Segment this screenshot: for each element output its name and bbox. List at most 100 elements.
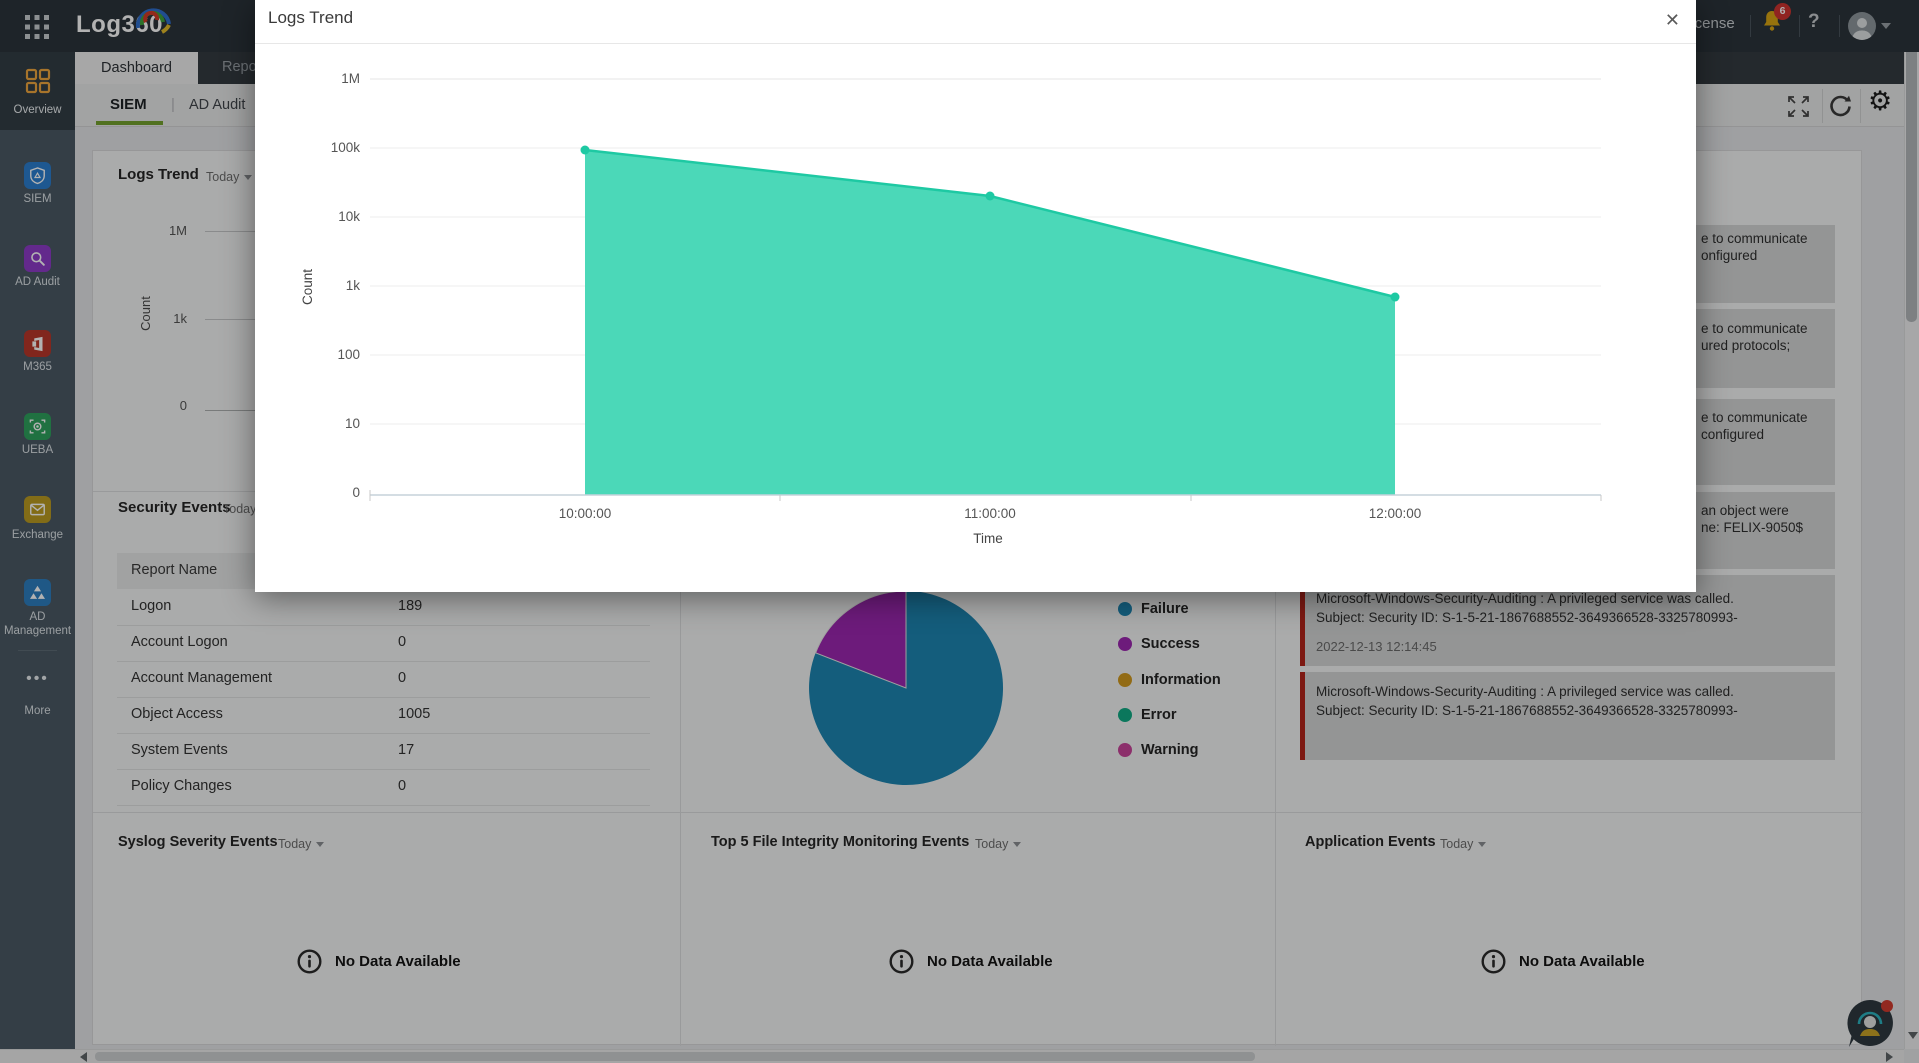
data-point[interactable] — [985, 191, 995, 201]
table-cell-name[interactable]: Policy Changes — [131, 778, 232, 794]
sidebar-item-siem[interactable] — [24, 162, 51, 189]
sidebar-item-label: AD Audit — [15, 276, 60, 288]
envelope-icon — [30, 503, 45, 516]
data-point[interactable] — [580, 145, 590, 155]
legend-dot — [1118, 743, 1132, 757]
row-separator — [117, 661, 650, 662]
tab-dashboard[interactable]: Dashboard — [75, 52, 198, 84]
row-separator — [117, 625, 650, 626]
mini-y-tick: 1k — [173, 311, 187, 326]
table-cell-name[interactable]: Logon — [131, 598, 172, 614]
m365-icon — [31, 336, 42, 351]
y-tick-label: 10 — [345, 416, 360, 431]
scroll-right-arrow-icon[interactable] — [1886, 1052, 1893, 1062]
sidebar-item-exchange[interactable] — [24, 496, 51, 523]
magnifier-icon — [31, 252, 45, 266]
application-events-range-dropdown[interactable]: Today — [1440, 837, 1487, 851]
sidebar-item-ueba[interactable] — [24, 413, 51, 440]
range-value: Today — [975, 837, 1009, 851]
legend-item-error[interactable]: Error — [1141, 707, 1177, 723]
active-subtab-underline — [96, 121, 163, 125]
modal-title: Logs Trend — [268, 8, 354, 27]
legend-item-failure[interactable]: Failure — [1141, 601, 1189, 617]
chevron-down-icon — [1478, 842, 1487, 847]
alert-message-line: Subject: Security ID: S-1-5-21-186768855… — [1316, 610, 1738, 625]
close-icon[interactable]: ✕ — [1664, 10, 1680, 30]
data-point[interactable] — [1390, 292, 1400, 302]
notification-badge: 6 — [1774, 3, 1791, 20]
subtab-siem[interactable]: SIEM — [110, 96, 147, 113]
info-icon — [297, 949, 322, 974]
x-axis-title: Time — [973, 531, 1003, 546]
alert-text-fragment: an object were — [1701, 503, 1789, 518]
info-icon — [1481, 949, 1506, 974]
y-tick-label: 0 — [352, 485, 360, 500]
sidebar-item-ad-audit[interactable] — [24, 245, 51, 272]
settings-gear-icon[interactable]: ⚙ — [1868, 86, 1893, 117]
scrollbar-corner — [1904, 1049, 1919, 1063]
mini-gridline — [205, 319, 257, 320]
alert-text-fragment: ured protocols; — [1701, 338, 1791, 353]
legend-dot — [1118, 708, 1132, 722]
table-cell-name[interactable]: Account Management — [131, 670, 273, 686]
sidebar-item-m365[interactable] — [24, 330, 51, 357]
sidebar-item-overview[interactable]: Overview — [0, 52, 75, 130]
security-events-panel-title: Security Events — [118, 499, 231, 516]
row-separator — [117, 769, 650, 770]
user-avatar[interactable] — [1847, 11, 1877, 41]
no-data-message: No Data Available — [927, 953, 1053, 970]
table-cell-name[interactable]: Account Logon — [131, 634, 228, 650]
help-icon[interactable]: ? — [1808, 11, 1820, 32]
horizontal-scrollbar-thumb[interactable] — [95, 1051, 1255, 1061]
alert-card[interactable]: Microsoft-Windows-Security-Auditing : A … — [1300, 672, 1835, 760]
area-series — [585, 150, 1395, 495]
refresh-icon[interactable] — [1828, 94, 1853, 119]
table-cell-name[interactable]: System Events — [131, 742, 228, 758]
sidebar-item-label: M365 — [23, 361, 52, 373]
sidebar: Overview SIEM AD Audit M365 — [0, 52, 75, 1049]
subtab-ad-audit[interactable]: AD Audit — [189, 97, 246, 113]
more-ellipsis-icon[interactable]: ••• — [26, 670, 49, 687]
subtab-separator: | — [171, 96, 175, 113]
avatar-dropdown-caret-icon[interactable] — [1881, 23, 1891, 29]
y-tick-label: 10k — [338, 209, 360, 224]
alert-text-fragment: ne: FELIX-9050$ — [1701, 520, 1804, 535]
mini-gridline — [205, 231, 257, 232]
sidebar-item-label: Overview — [13, 104, 62, 116]
logs-trend-range-dropdown[interactable]: Today — [206, 170, 253, 184]
table-cell-name[interactable]: Object Access — [131, 706, 223, 722]
table-cell-value: 0 — [398, 670, 407, 686]
alert-text-fragment: e to communicate — [1701, 410, 1808, 425]
legend-item-success[interactable]: Success — [1141, 636, 1200, 652]
alert-text-fragment: onfigured — [1701, 248, 1758, 263]
sidebar-item-more-label: More — [24, 705, 51, 717]
fim-range-dropdown[interactable]: Today — [975, 837, 1022, 851]
alert-message-line: Subject: Security ID: S-1-5-21-186768855… — [1316, 703, 1738, 718]
toolbar-separator — [1822, 89, 1823, 123]
support-chat-bubble-icon[interactable] — [1842, 996, 1898, 1052]
alert-text-fragment: e to communicate — [1701, 231, 1808, 246]
alert-severity-bar — [1300, 575, 1305, 666]
syslog-range-dropdown[interactable]: Today — [278, 837, 325, 851]
legend-item-warning[interactable]: Warning — [1141, 742, 1199, 758]
scroll-down-arrow-icon[interactable] — [1907, 1032, 1918, 1039]
sidebar-item-ad-management[interactable] — [24, 579, 51, 606]
chevron-down-icon — [1013, 842, 1022, 847]
vertical-scrollbar-thumb[interactable] — [1906, 22, 1917, 322]
syslog-panel-title: Syslog Severity Events — [118, 834, 278, 850]
security-events-range-dropdown[interactable]: Today — [223, 502, 256, 516]
overview-grid-icon — [25, 68, 51, 94]
sidebar-divider — [18, 650, 57, 651]
x-tick-label: 10:00:00 — [559, 506, 612, 521]
scroll-left-arrow-icon[interactable] — [80, 1052, 87, 1062]
expand-fullscreen-icon[interactable] — [1786, 94, 1811, 119]
info-icon — [889, 949, 914, 974]
legend-item-information[interactable]: Information — [1141, 672, 1221, 688]
fim-panel-title: Top 5 File Integrity Monitoring Events — [711, 834, 970, 850]
logs-trend-area-chart[interactable]: 1M 100k 10k 1k 100 10 0 10:00:00 11:00:0… — [255, 0, 1696, 592]
modal-header-divider — [255, 43, 1696, 44]
chevron-down-icon — [244, 175, 253, 180]
eye-scan-icon — [29, 419, 46, 434]
app-grid-icon[interactable] — [24, 14, 50, 40]
